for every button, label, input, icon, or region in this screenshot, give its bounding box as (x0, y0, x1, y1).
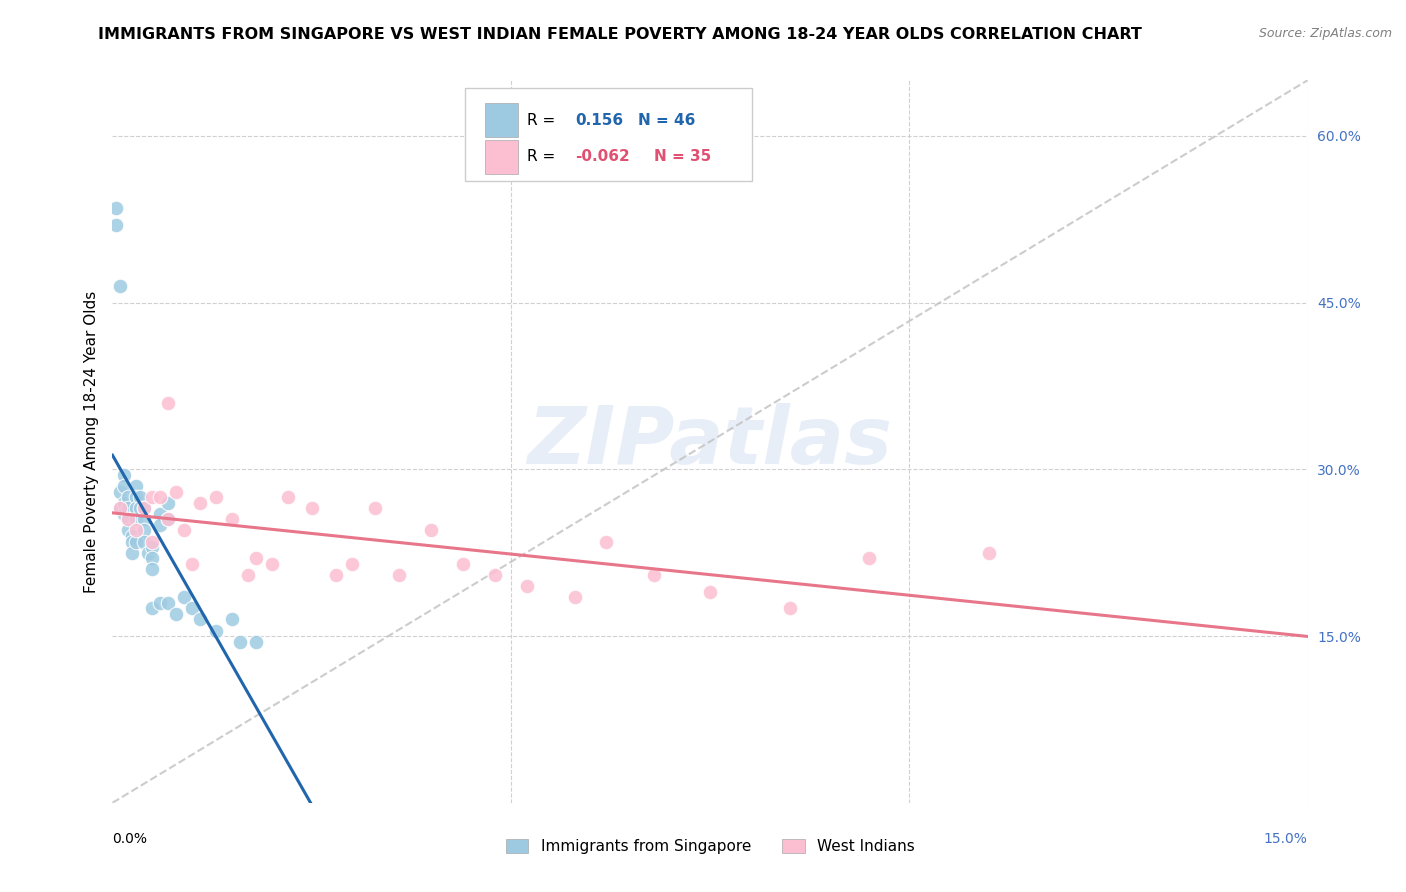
Point (110, 501, 132, 516)
Point (181, 601, 204, 615)
Point (125, 512, 148, 526)
Point (149, 490, 172, 504)
Point (121, 529, 143, 543)
Point (134, 501, 156, 516)
Point (121, 534, 143, 549)
Point (188, 612, 211, 626)
Point (141, 490, 163, 504)
Point (221, 612, 243, 626)
Point (117, 490, 139, 504)
Point (141, 551, 163, 566)
Point (451, 557, 474, 571)
Point (125, 524, 148, 538)
Point (229, 634, 252, 648)
Text: N = 35: N = 35 (654, 149, 711, 164)
Point (134, 501, 156, 516)
Text: -0.062: -0.062 (575, 149, 630, 164)
Text: 0.0%: 0.0% (112, 831, 148, 846)
Point (121, 546, 143, 560)
Point (125, 490, 148, 504)
Point (157, 596, 180, 610)
Point (129, 490, 152, 504)
Text: 0.156: 0.156 (575, 112, 623, 128)
FancyBboxPatch shape (485, 140, 517, 174)
Point (117, 501, 139, 516)
Point (157, 496, 180, 510)
Point (173, 524, 195, 538)
Point (157, 512, 180, 526)
Point (205, 490, 228, 504)
Point (977, 546, 1000, 560)
Point (858, 551, 880, 566)
Point (117, 524, 139, 538)
Point (141, 601, 163, 615)
Point (181, 557, 204, 571)
Point (165, 607, 187, 621)
Point (141, 534, 163, 549)
Legend: Immigrants from Singapore, West Indians: Immigrants from Singapore, West Indians (499, 833, 921, 860)
Point (173, 590, 195, 604)
Point (114, 479, 135, 493)
Point (141, 540, 163, 554)
Point (420, 524, 443, 538)
Point (245, 551, 267, 566)
Text: IMMIGRANTS FROM SINGAPORE VS WEST INDIAN FEMALE POVERTY AMONG 18-24 YEAR OLDS CO: IMMIGRANTS FROM SINGAPORE VS WEST INDIAN… (98, 27, 1142, 42)
Point (149, 596, 172, 610)
Point (157, 395, 180, 409)
Point (125, 534, 148, 549)
Text: ZIPatlas: ZIPatlas (527, 402, 893, 481)
Point (149, 517, 172, 532)
Point (105, 218, 128, 232)
Point (138, 546, 160, 560)
Text: 15.0%: 15.0% (1264, 831, 1308, 846)
Point (117, 512, 139, 526)
Point (134, 534, 156, 549)
Text: Source: ZipAtlas.com: Source: ZipAtlas.com (1258, 27, 1392, 40)
Point (340, 557, 363, 571)
Point (110, 484, 132, 499)
Point (301, 501, 323, 516)
Point (110, 501, 132, 516)
Point (105, 201, 128, 215)
Point (114, 467, 135, 482)
Point (260, 557, 283, 571)
Point (779, 601, 801, 615)
Point (221, 512, 243, 526)
Point (149, 507, 172, 521)
Text: N = 46: N = 46 (638, 112, 696, 128)
Point (699, 584, 721, 599)
Point (484, 568, 506, 582)
Point (157, 512, 180, 526)
Point (129, 501, 152, 516)
Point (114, 507, 135, 521)
Point (117, 512, 139, 526)
Point (245, 634, 267, 648)
Point (141, 562, 163, 576)
Y-axis label: Female Poverty Among 18-24 Year Olds: Female Poverty Among 18-24 Year Olds (83, 291, 98, 592)
FancyBboxPatch shape (465, 87, 752, 181)
Point (134, 524, 156, 538)
Point (364, 501, 387, 516)
Point (205, 624, 228, 638)
Point (643, 568, 665, 582)
Point (236, 568, 259, 582)
FancyBboxPatch shape (485, 103, 517, 137)
Point (125, 501, 148, 516)
Point (277, 490, 299, 504)
Point (165, 484, 187, 499)
Point (388, 568, 411, 582)
Point (114, 496, 135, 510)
Point (188, 496, 211, 510)
Point (134, 512, 156, 526)
Point (110, 279, 132, 293)
Point (125, 479, 148, 493)
Point (595, 534, 617, 549)
Text: R =: R = (527, 149, 555, 164)
Point (325, 568, 347, 582)
Point (516, 579, 538, 593)
Point (564, 590, 586, 604)
Text: R =: R = (527, 112, 555, 128)
